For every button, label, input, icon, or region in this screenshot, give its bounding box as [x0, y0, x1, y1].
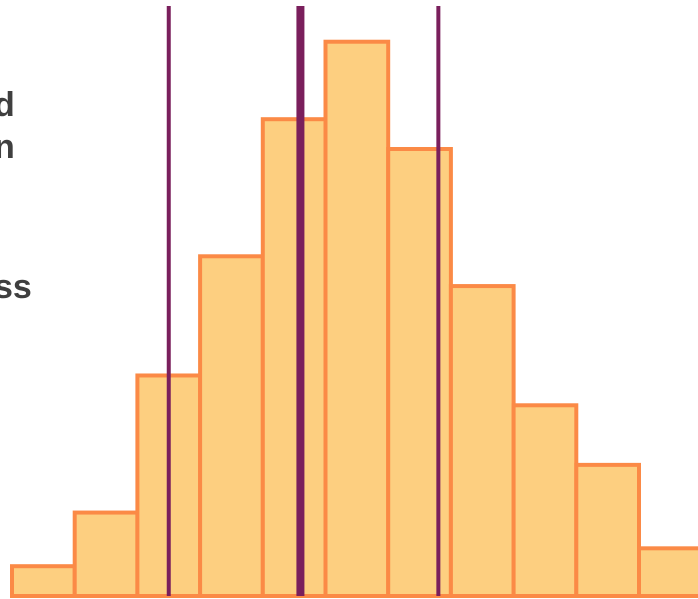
- histogram-bar: [386, 147, 453, 598]
- clipped-label-1: d: [0, 86, 15, 124]
- histogram-bar: [574, 462, 641, 598]
- histogram-bar: [637, 546, 698, 599]
- clipped-label-2: n: [0, 128, 15, 166]
- histogram-bar: [511, 403, 579, 598]
- histogram-bar: [323, 39, 391, 599]
- histogram-bar: [448, 284, 516, 598]
- histogram-bar: [72, 510, 140, 598]
- clipped-label-3: ss: [0, 268, 32, 306]
- histogram-bar: [198, 254, 265, 598]
- histogram-bar: [260, 117, 328, 598]
- histogram-bar: [10, 564, 77, 599]
